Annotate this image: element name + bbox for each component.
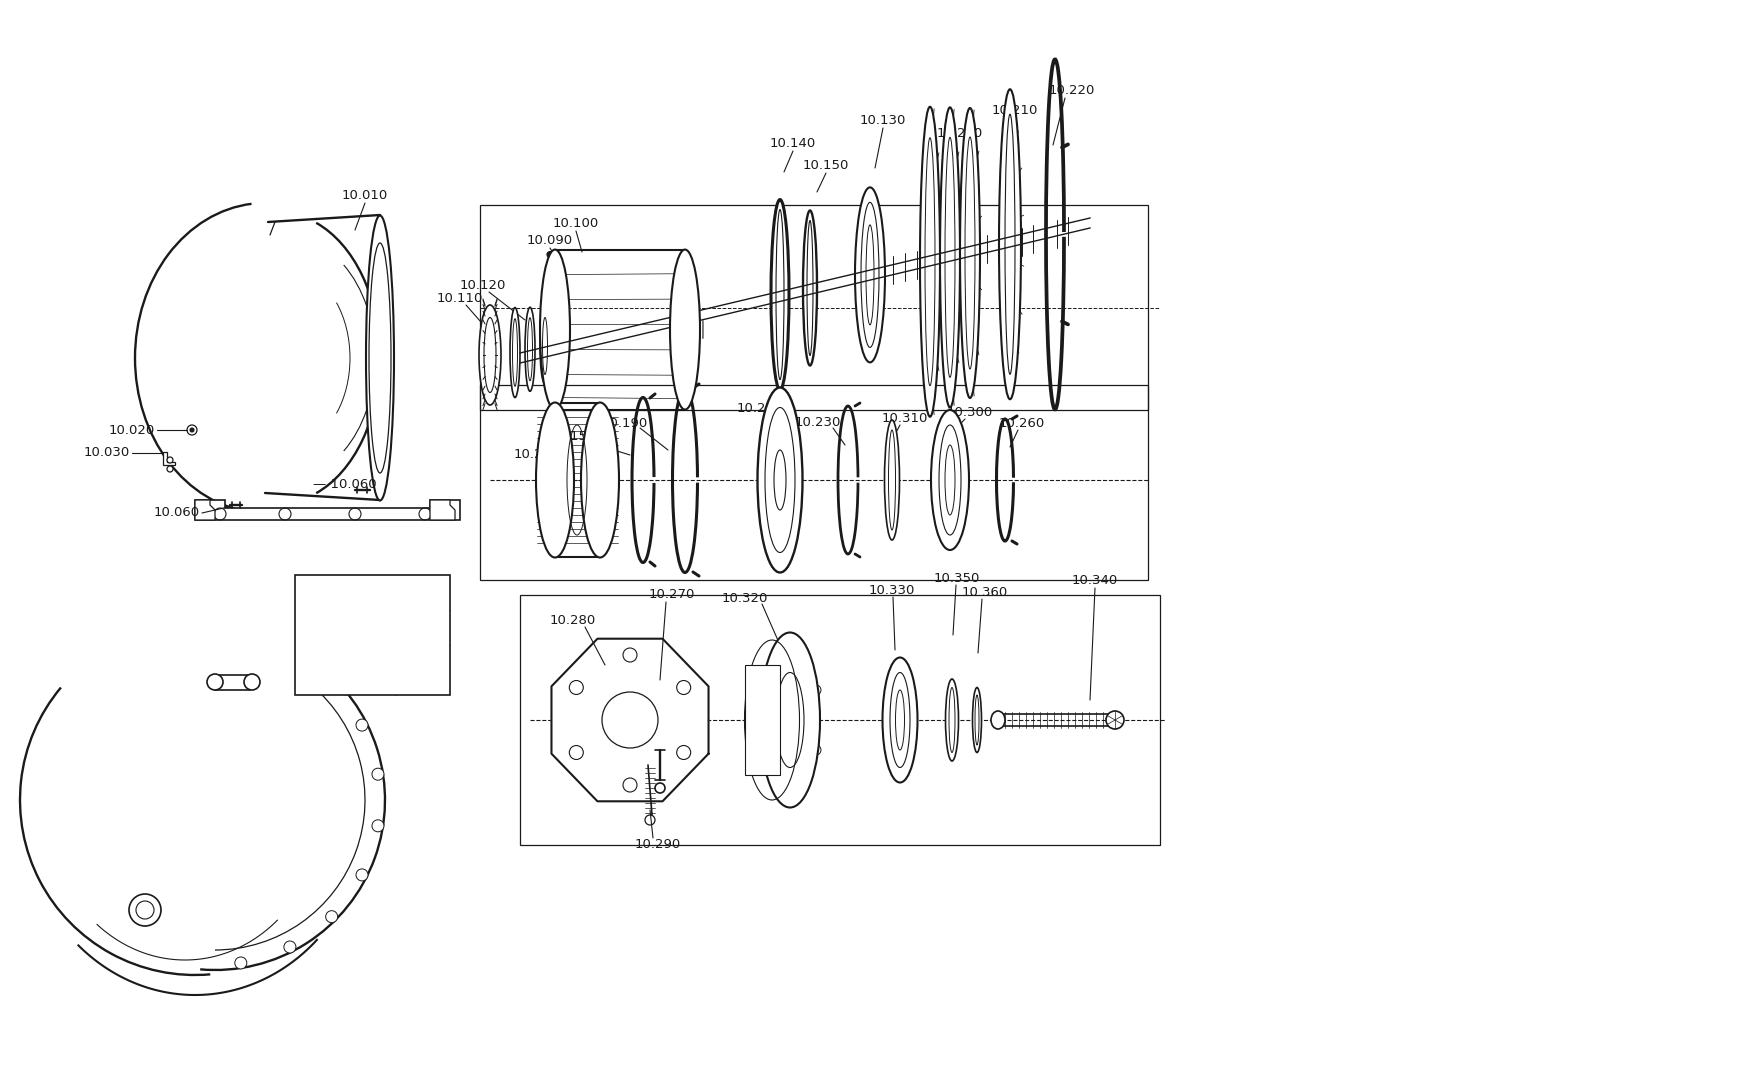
- Circle shape: [167, 457, 172, 463]
- Circle shape: [372, 820, 384, 831]
- Text: 10.090: 10.090: [527, 233, 572, 246]
- Text: 10.310: 10.310: [882, 412, 927, 425]
- Text: 10.150: 10.150: [802, 158, 849, 171]
- Ellipse shape: [920, 107, 939, 416]
- Ellipse shape: [365, 215, 393, 501]
- Ellipse shape: [581, 402, 619, 557]
- Ellipse shape: [670, 249, 699, 410]
- Text: 10.010: 10.010: [341, 188, 388, 201]
- Text: 10.240: 10.240: [513, 448, 560, 461]
- Text: 10.270: 10.270: [649, 588, 696, 601]
- Circle shape: [363, 658, 377, 672]
- Text: 10.350: 10.350: [934, 571, 979, 584]
- Ellipse shape: [944, 679, 958, 761]
- Circle shape: [235, 957, 247, 969]
- Text: 10.120: 10.120: [459, 278, 506, 291]
- Ellipse shape: [207, 674, 223, 690]
- Ellipse shape: [930, 410, 969, 550]
- Ellipse shape: [756, 387, 802, 572]
- Circle shape: [186, 425, 197, 435]
- Bar: [480, 205, 1148, 410]
- Text: 10.220: 10.220: [1049, 83, 1094, 96]
- Text: 10.060: 10.060: [153, 506, 200, 520]
- Circle shape: [676, 681, 690, 694]
- Circle shape: [190, 428, 193, 432]
- Text: 10.320: 10.320: [722, 592, 767, 605]
- Text: 10.154: 10.154: [550, 430, 596, 443]
- Ellipse shape: [960, 108, 979, 398]
- Circle shape: [569, 681, 583, 694]
- Polygon shape: [195, 500, 459, 520]
- Text: 10.360: 10.360: [962, 585, 1007, 598]
- Bar: [480, 385, 1148, 580]
- Text: 10.030: 10.030: [83, 446, 130, 459]
- Text: 10.260: 10.260: [998, 416, 1045, 429]
- Ellipse shape: [882, 657, 916, 782]
- Text: 10.340: 10.340: [1071, 574, 1118, 586]
- Circle shape: [325, 677, 337, 689]
- Text: 10.130: 10.130: [859, 113, 906, 126]
- Ellipse shape: [854, 187, 885, 363]
- Polygon shape: [551, 639, 708, 801]
- Circle shape: [602, 692, 657, 748]
- Text: 10.100: 10.100: [553, 216, 598, 229]
- Ellipse shape: [760, 632, 819, 808]
- Ellipse shape: [802, 211, 817, 366]
- Circle shape: [313, 658, 327, 672]
- Circle shape: [167, 467, 172, 472]
- Bar: [744, 664, 779, 775]
- Polygon shape: [163, 452, 176, 465]
- Text: 10.280: 10.280: [550, 613, 596, 627]
- Bar: [296, 575, 450, 696]
- Circle shape: [356, 719, 369, 731]
- Text: 10.330: 10.330: [868, 583, 915, 596]
- Ellipse shape: [478, 305, 501, 406]
- Text: 10.300: 10.300: [946, 406, 993, 418]
- Text: 10.020: 10.020: [108, 424, 155, 437]
- Ellipse shape: [1106, 710, 1123, 729]
- Text: 10.110: 10.110: [436, 291, 483, 305]
- Ellipse shape: [525, 307, 534, 392]
- Ellipse shape: [972, 688, 981, 752]
- Text: — 10.060: — 10.060: [313, 477, 377, 490]
- Circle shape: [325, 911, 337, 922]
- Circle shape: [283, 941, 296, 953]
- Ellipse shape: [510, 307, 520, 398]
- Circle shape: [412, 658, 426, 672]
- Ellipse shape: [536, 402, 574, 557]
- Ellipse shape: [539, 249, 570, 410]
- Ellipse shape: [539, 308, 550, 384]
- Ellipse shape: [998, 89, 1021, 399]
- Ellipse shape: [654, 783, 664, 793]
- Polygon shape: [430, 500, 454, 520]
- Ellipse shape: [939, 107, 960, 408]
- Circle shape: [569, 746, 583, 760]
- Circle shape: [676, 746, 690, 760]
- Polygon shape: [195, 500, 216, 520]
- Text: 10.210: 10.210: [991, 104, 1038, 117]
- Ellipse shape: [770, 200, 788, 389]
- Ellipse shape: [991, 710, 1005, 729]
- Circle shape: [546, 251, 553, 258]
- Ellipse shape: [243, 674, 259, 690]
- Bar: [520, 595, 1160, 845]
- Text: 10.250: 10.250: [736, 401, 783, 414]
- Text: 10.290: 10.290: [635, 839, 680, 852]
- Circle shape: [645, 815, 654, 825]
- Circle shape: [372, 768, 384, 780]
- Text: 10.140: 10.140: [769, 137, 816, 150]
- Ellipse shape: [129, 895, 162, 926]
- Circle shape: [623, 648, 636, 662]
- Text: 10.230: 10.230: [795, 415, 840, 428]
- Text: 10.190: 10.190: [602, 416, 647, 429]
- Text: 10.200: 10.200: [936, 126, 983, 139]
- Circle shape: [356, 869, 369, 881]
- Ellipse shape: [883, 421, 899, 540]
- Circle shape: [623, 778, 636, 792]
